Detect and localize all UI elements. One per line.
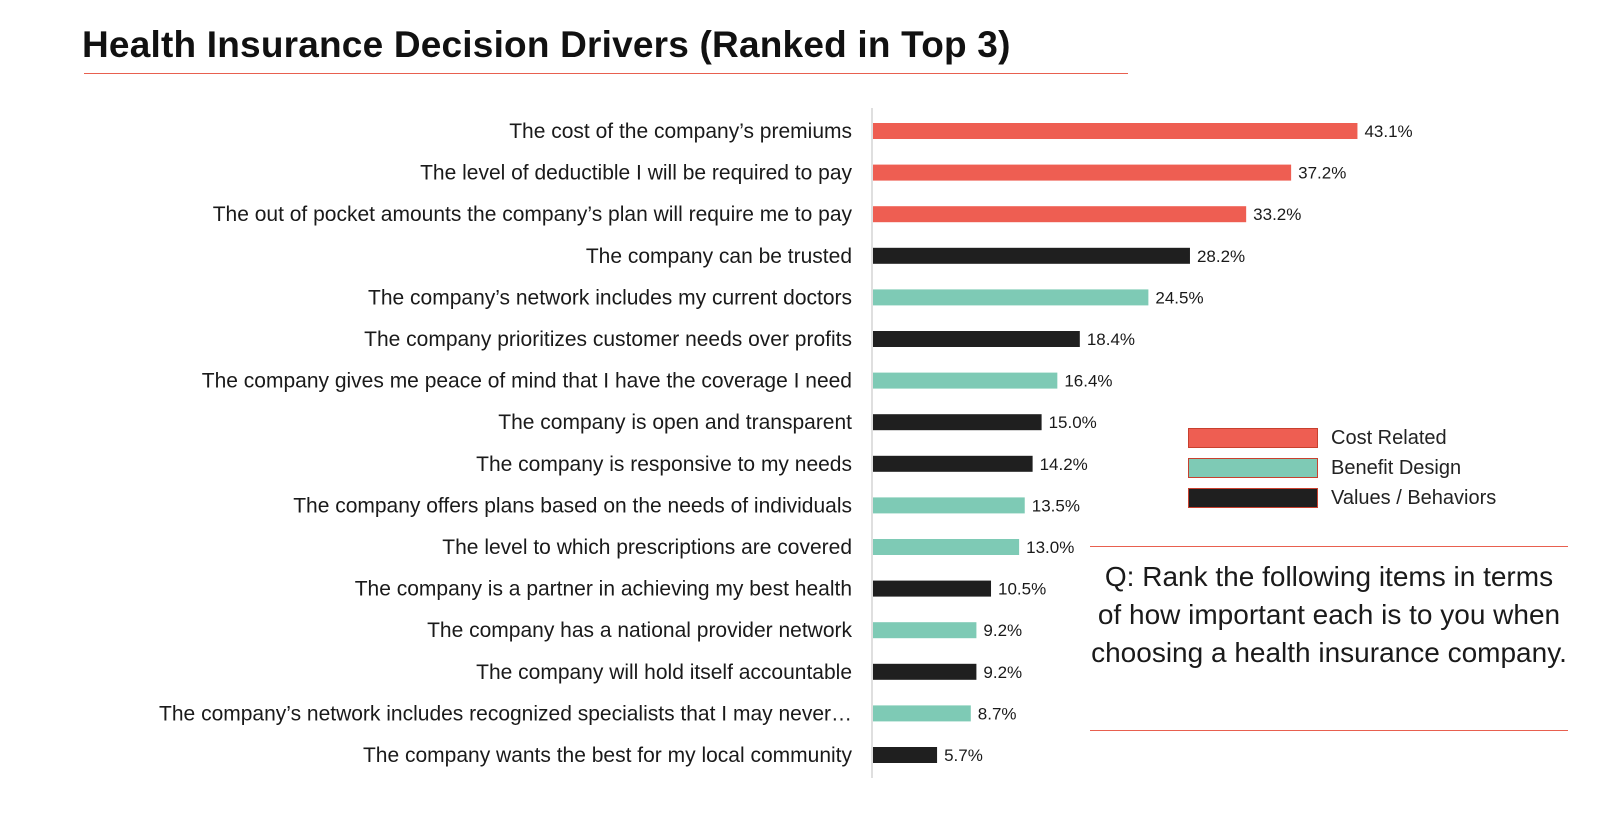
category-label: The level to which prescriptions are cov…	[442, 536, 852, 559]
category-label: The company offers plans based on the ne…	[293, 494, 852, 517]
data-label: 8.7%	[978, 704, 1017, 723]
question-bottom-rule	[1090, 730, 1568, 731]
data-label: 10.5%	[998, 580, 1046, 599]
category-label: The company has a national provider netw…	[427, 619, 852, 642]
bar	[873, 331, 1080, 347]
category-label: The company is responsive to my needs	[476, 453, 852, 476]
bar	[873, 747, 938, 763]
legend-swatch-benefit-design	[1188, 458, 1318, 478]
category-label: The company’s network includes my curren…	[368, 286, 852, 309]
legend-label: Benefit Design	[1331, 456, 1462, 479]
data-label: 43.1%	[1364, 122, 1412, 141]
bar	[873, 414, 1042, 431]
legend-item-benefit-design: Benefit Design	[1188, 453, 1496, 483]
data-label: 28.2%	[1197, 247, 1245, 266]
legend-label: Cost Related	[1331, 426, 1447, 449]
data-label: 24.5%	[1155, 288, 1203, 307]
bar	[873, 580, 992, 597]
legend-label: Values / Behaviors	[1331, 486, 1497, 509]
category-label: The company wants the best for my local …	[363, 744, 853, 767]
category-label: The cost of the company’s premiums	[509, 120, 852, 143]
legend-swatch-cost-related	[1188, 428, 1318, 448]
title-underline	[84, 73, 1128, 74]
question-top-rule	[1090, 546, 1568, 547]
chart-title: Health Insurance Decision Drivers (Ranke…	[82, 24, 1011, 65]
data-label: 37.2%	[1298, 164, 1346, 183]
data-label: 13.0%	[1026, 538, 1074, 557]
bar	[873, 206, 1247, 223]
category-label: The company can be trusted	[586, 245, 852, 268]
bar	[873, 705, 971, 722]
legend-item-values-behaviors: Values / Behaviors	[1188, 483, 1496, 513]
data-label: 5.7%	[944, 746, 983, 765]
category-label: The company is open and transparent	[498, 411, 852, 434]
survey-question: Q: Rank the following items in terms of …	[1091, 561, 1567, 668]
data-label: 16.4%	[1064, 372, 1112, 391]
legend-swatch-values-behaviors	[1188, 488, 1318, 508]
data-label: 9.2%	[983, 621, 1022, 640]
bar	[873, 539, 1020, 555]
bar	[873, 372, 1058, 389]
bar	[873, 622, 977, 639]
bar	[873, 247, 1190, 264]
bar	[873, 455, 1033, 472]
bar	[873, 289, 1149, 306]
category-label: The company gives me peace of mind that …	[202, 370, 852, 393]
category-label: The out of pocket amounts the company’s …	[213, 203, 853, 226]
bar	[873, 164, 1292, 181]
data-label: 15.0%	[1049, 413, 1097, 432]
data-label: 13.5%	[1032, 496, 1080, 515]
category-label: The company is a partner in achieving my…	[355, 578, 852, 601]
bar	[873, 663, 977, 680]
category-label: The company will hold itself accountable	[476, 661, 852, 684]
bar	[873, 497, 1025, 514]
data-label: 18.4%	[1087, 330, 1135, 349]
legend: Cost Related Benefit Design Values / Beh…	[1188, 423, 1496, 513]
category-label: The level of deductible I will be requir…	[420, 162, 852, 185]
data-label: 14.2%	[1040, 455, 1088, 474]
data-label: 33.2%	[1253, 205, 1301, 224]
bar	[873, 123, 1358, 139]
category-label: The company’s network includes recognize…	[159, 702, 852, 725]
legend-item-cost-related: Cost Related	[1188, 423, 1496, 453]
category-label: The company prioritizes customer needs o…	[364, 328, 852, 351]
data-label: 9.2%	[983, 663, 1022, 682]
